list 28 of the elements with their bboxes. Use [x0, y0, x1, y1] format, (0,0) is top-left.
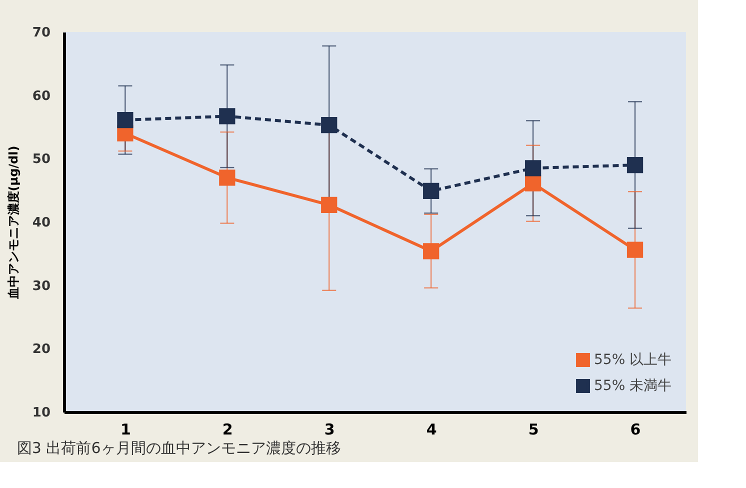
x-tick-label: 3 [324, 420, 335, 438]
legend-label: 55% 以上牛 [594, 352, 672, 368]
y-tick-label: 60 [32, 88, 50, 104]
point [524, 160, 542, 176]
x-tick-label: 1 [120, 420, 131, 438]
y-tick-label: 30 [32, 278, 50, 294]
point [423, 182, 440, 200]
text: 図3 出荷前6ヶ月間の血中アンモニア濃度の推移 [16, 439, 341, 457]
x-tick-label: 5 [528, 420, 539, 438]
y-tick-label: 70 [32, 26, 50, 40]
y-tick-label: 20 [32, 342, 50, 358]
y-tick-label: 40 [32, 216, 50, 230]
point [117, 112, 134, 128]
y-axis-title: 血中アンモニア濃度(μg/dl) [6, 146, 20, 300]
point [321, 196, 338, 213]
legend-label: 55% 未満牛 [594, 378, 672, 394]
point [626, 242, 644, 258]
point [524, 175, 542, 192]
x-tick-label: 6 [630, 420, 641, 438]
y-tick-label: 10 [32, 406, 50, 420]
x-tick-label: 2 [222, 420, 233, 438]
y-tick-label: 50 [32, 152, 50, 168]
point [626, 156, 644, 174]
point [321, 117, 338, 134]
point [423, 243, 440, 260]
point [219, 170, 236, 186]
x-tick-label: 4 [426, 420, 437, 438]
point [219, 108, 236, 124]
